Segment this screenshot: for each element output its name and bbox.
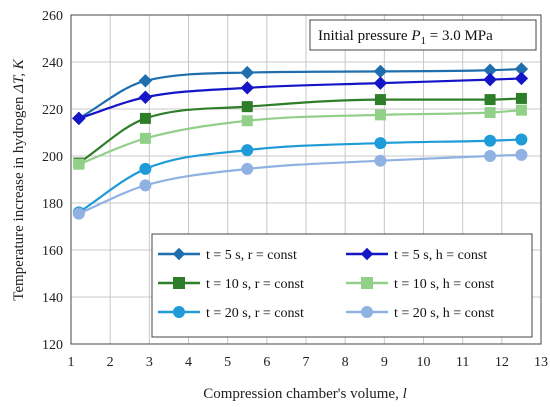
legend-marker — [173, 306, 185, 318]
x-axis-title-unit: l — [403, 386, 407, 402]
annotation-suffix: = 3.0 MPa — [426, 28, 493, 44]
data-point — [139, 179, 152, 192]
data-point — [374, 94, 386, 106]
annotation: Initial pressure P1 = 3.0 MPa — [309, 19, 537, 51]
data-point — [139, 112, 151, 124]
legend-marker — [173, 277, 185, 289]
data-point — [138, 90, 153, 104]
legend-item: t = 10 s, r = const — [158, 277, 304, 292]
legend-marker — [172, 247, 186, 261]
data-point — [240, 65, 254, 80]
data-point — [72, 111, 86, 126]
annotation-text: Initial pressure P1 = 3.0 MPa — [318, 28, 493, 47]
y-tick-label: 140 — [42, 291, 63, 306]
y-tick-label: 220 — [42, 103, 63, 118]
data-point — [515, 148, 528, 161]
data-point — [484, 94, 496, 106]
legend-label: t = 5 s, h = const — [394, 248, 487, 263]
y-tick-label: 180 — [42, 197, 63, 212]
y-tick-label: 160 — [42, 244, 63, 259]
x-tick-label: 1 — [68, 355, 75, 370]
x-tick-label: 9 — [381, 355, 388, 370]
y-axis-title-unit: ΔT, K — [11, 58, 27, 94]
x-tick-label: 13 — [534, 355, 548, 370]
y-tick-label: 240 — [42, 56, 63, 71]
data-point — [484, 107, 496, 119]
series-2 — [72, 71, 529, 126]
y-axis-title-text: Temperature increase in hydrogen — [11, 93, 27, 301]
data-point — [484, 150, 497, 162]
x-tick-label: 11 — [456, 355, 469, 370]
data-point — [138, 74, 153, 88]
data-point — [484, 134, 497, 147]
data-point — [374, 137, 387, 150]
series-6 — [72, 148, 528, 220]
x-tick-label: 2 — [107, 355, 114, 370]
legend-item: t = 5 s, r = const — [158, 247, 297, 263]
data-point — [514, 71, 529, 86]
legend-label: t = 5 s, r = const — [206, 248, 297, 263]
data-point — [73, 158, 85, 170]
legend-label: t = 10 s, h = const — [394, 277, 494, 292]
x-axis-title-text: Compression chamber's volume, — [203, 386, 402, 402]
x-tick-label: 6 — [263, 355, 270, 370]
data-point — [374, 109, 386, 121]
x-tick-label: 3 — [146, 355, 153, 370]
series-5 — [72, 133, 528, 219]
x-tick-label: 7 — [303, 355, 310, 370]
legend-marker — [360, 247, 374, 261]
x-tick-label: 12 — [495, 355, 509, 370]
series-4 — [73, 104, 527, 170]
legend-label: t = 10 s, r = const — [206, 277, 304, 292]
legend-item: t = 10 s, h = const — [346, 277, 494, 292]
y-axis-title: Temperature increase in hydrogen ΔT, K — [11, 58, 27, 301]
data-point — [139, 132, 151, 144]
annotation-symbol: P — [410, 28, 420, 44]
data-point — [374, 154, 387, 167]
x-tick-label: 8 — [342, 355, 349, 370]
legend-item: t = 5 s, h = const — [346, 247, 487, 263]
data-point — [515, 92, 527, 104]
data-point — [241, 162, 254, 175]
legend-label: t = 20 s, r = const — [206, 306, 304, 321]
legend-item: t = 20 s, r = const — [158, 306, 304, 321]
x-axis-title: Compression chamber's volume, l — [203, 386, 407, 402]
data-point — [241, 101, 253, 113]
annotation-prefix: Initial pressure — [318, 28, 411, 44]
data-point — [139, 162, 152, 175]
x-tick-label: 4 — [185, 355, 192, 370]
legend-marker — [361, 277, 373, 289]
data-point — [373, 76, 388, 90]
data-point — [240, 81, 254, 95]
data-point — [72, 207, 85, 220]
y-tick-label: 260 — [42, 9, 63, 24]
legend-marker — [361, 306, 373, 318]
legend-item: t = 20 s, h = const — [346, 306, 494, 321]
data-point — [483, 72, 497, 87]
x-tick-label: 5 — [224, 355, 231, 370]
data-point — [515, 104, 527, 116]
plot-area-border — [70, 14, 542, 345]
legend-box — [151, 233, 533, 338]
y-tick-label: 120 — [42, 338, 63, 353]
legend-label: t = 20 s, h = const — [394, 306, 494, 321]
legend: t = 5 s, r = const t = 5 s, h = const t = … — [151, 233, 533, 338]
x-tick-label: 10 — [417, 355, 431, 370]
data-series — [72, 62, 529, 220]
annotation-subscript: 1 — [420, 35, 426, 47]
y-tick-label: 200 — [42, 150, 63, 165]
data-point — [241, 144, 254, 157]
data-point — [515, 133, 528, 146]
data-point — [241, 115, 253, 127]
